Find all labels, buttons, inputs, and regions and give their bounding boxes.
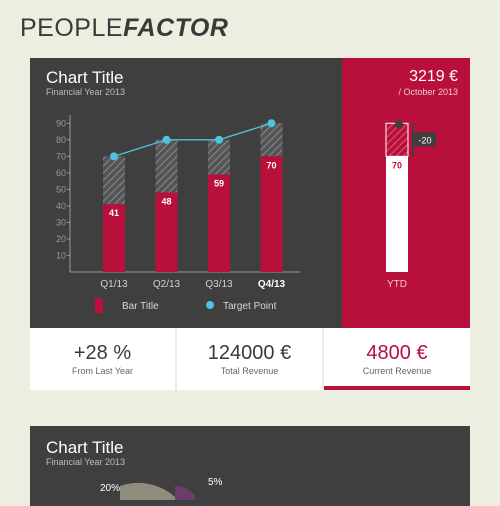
bar-remainder — [260, 123, 283, 157]
bar — [208, 174, 230, 272]
y-tick-label: 60 — [56, 168, 66, 178]
ytd-value: 3219 € — [409, 68, 458, 85]
legend-target-swatch — [206, 301, 214, 309]
x-tick-label: Q1/13 — [100, 279, 128, 290]
chart2-title: Chart Title — [46, 438, 124, 457]
brand-bold: FACTOR — [123, 14, 229, 42]
bar-remainder — [155, 139, 178, 193]
bar-remainder — [208, 139, 230, 175]
kpi-growth: +28 % From Last Year — [30, 328, 175, 390]
y-tick-label: 70 — [56, 151, 66, 161]
target-point — [267, 119, 276, 128]
legend-bar-swatch — [95, 298, 103, 313]
y-tick-label: 90 — [56, 118, 66, 128]
bar-value-label: 70 — [266, 160, 276, 170]
target-point — [215, 135, 223, 144]
x-tick-label: Q2/13 — [153, 279, 181, 290]
bar-value-label: 41 — [109, 208, 119, 218]
bar — [260, 156, 283, 272]
chart-panel — [30, 58, 342, 328]
ytd-bar-value-label: 70 — [392, 160, 402, 170]
kpi-accent-bar — [324, 386, 470, 390]
pie-label-20: 20% — [100, 483, 120, 494]
ytd-delta-label: -20 — [418, 135, 431, 145]
bar-value-label: 48 — [161, 197, 171, 207]
kpi-total-revenue-value: 124000 € — [207, 342, 292, 364]
bar — [103, 204, 125, 272]
kpi-growth-value: +28 % — [73, 342, 132, 364]
kpi-current-revenue-label: Current Revenue — [362, 366, 432, 376]
kpi-current-revenue-value: 4800 € — [366, 342, 428, 364]
pie-slice-5 — [175, 485, 195, 500]
chart2-panel — [30, 426, 470, 506]
ytd-bar — [386, 156, 408, 272]
bar-remainder — [103, 156, 125, 205]
kpi-total-revenue: 124000 € Total Revenue — [177, 328, 322, 390]
target-line — [113, 122, 272, 157]
chart-title: Chart Title — [46, 68, 124, 87]
kpi-row: +28 % From Last Year 124000 € Total Reve… — [30, 328, 470, 390]
y-tick-label: 80 — [56, 135, 66, 145]
y-tick-label: 30 — [56, 217, 66, 227]
brand-logo: PEOPLEFACTOR — [20, 14, 228, 43]
legend-target-label: Target Point — [223, 301, 277, 312]
x-tick-label: Q3/13 — [205, 279, 233, 290]
chart-subtitle: Financial Year 2013 — [46, 87, 126, 97]
ytd-target-point — [395, 120, 403, 129]
ytd-period: / October 2013 — [398, 87, 458, 97]
kpi-total-revenue-label: Total Revenue — [220, 366, 279, 376]
pie-slice-20 — [120, 482, 175, 500]
y-tick-label: 50 — [56, 184, 66, 194]
legend-bar-label: Bar Title — [122, 301, 159, 312]
x-tick-label: Q4/13 — [258, 279, 286, 290]
bar-value-label: 59 — [214, 178, 224, 188]
chart2-subtitle: Financial Year 2013 — [46, 457, 126, 467]
y-tick-label: 20 — [56, 234, 66, 244]
target-point — [110, 152, 118, 161]
brand-light: PEOPLE — [20, 14, 124, 42]
pie-label-5: 5% — [208, 477, 223, 488]
bar — [155, 192, 178, 272]
y-tick-label: 10 — [56, 250, 66, 260]
y-tick-label: 40 — [56, 201, 66, 211]
ytd-label: YTD — [387, 279, 407, 290]
target-point — [162, 135, 171, 144]
ytd-delta-box — [414, 132, 436, 147]
kpi-growth-label: From Last Year — [71, 366, 134, 376]
kpi-current-revenue: 4800 € Current Revenue — [324, 328, 470, 390]
